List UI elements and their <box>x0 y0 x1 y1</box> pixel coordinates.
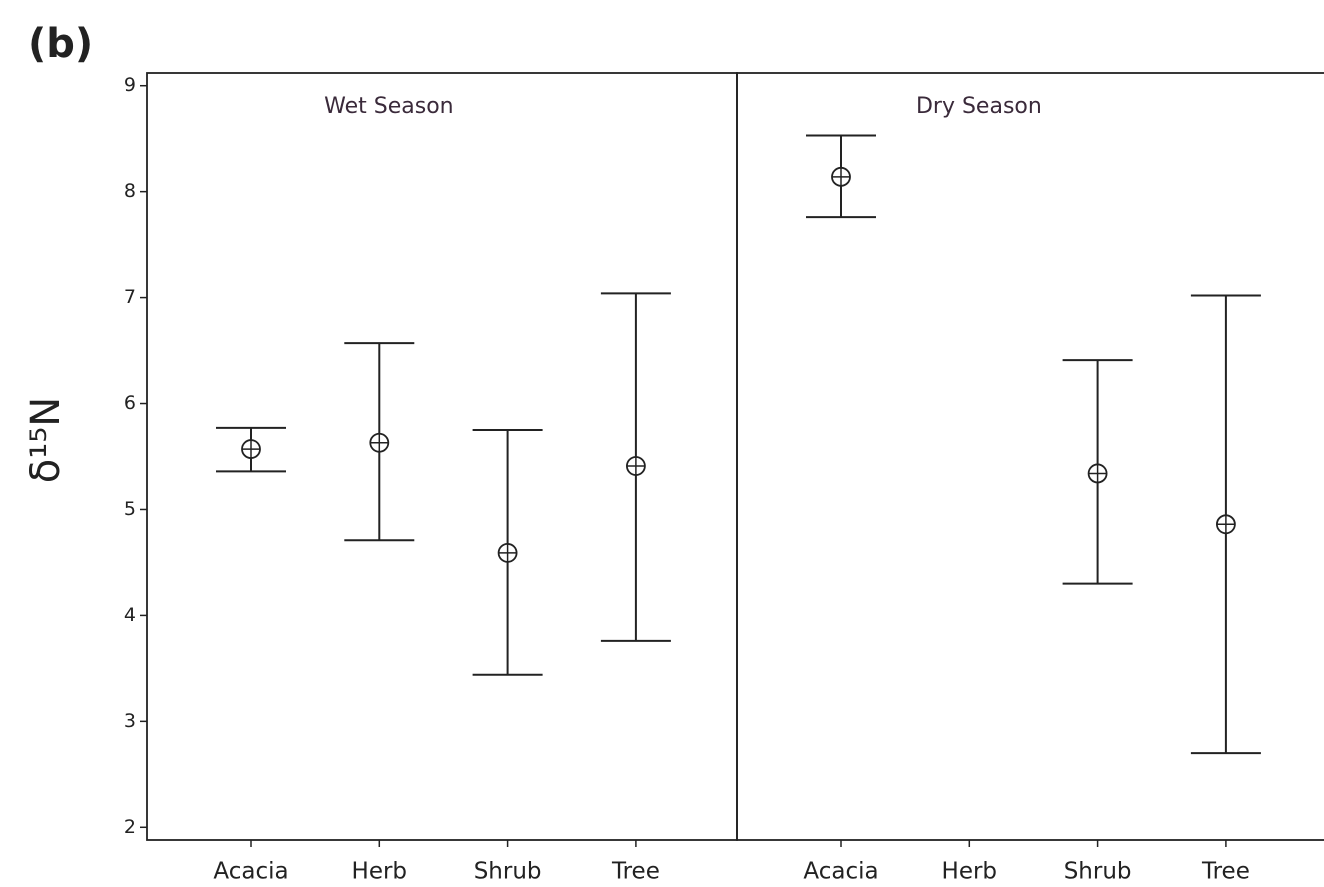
panel-title: Dry Season <box>916 94 1042 119</box>
y-axis-label: δ¹⁵N <box>23 397 69 483</box>
x-tick-label: Tree <box>1201 859 1250 885</box>
x-tick-label: Herb <box>942 859 998 885</box>
panel-title: Wet Season <box>324 94 453 119</box>
x-tick-label: Shrub <box>1064 859 1132 885</box>
x-tick-label: Acacia <box>803 859 878 885</box>
x-tick-label: Herb <box>352 859 408 885</box>
y-tick-label: 9 <box>124 74 136 96</box>
y-tick-label: 8 <box>124 180 136 202</box>
panel-frame <box>146 72 738 841</box>
y-tick-label: 6 <box>124 392 136 414</box>
x-tick-label: Shrub <box>474 859 542 885</box>
y-tick-label: 7 <box>124 286 136 308</box>
y-tick-label: 5 <box>124 498 136 520</box>
x-tick-label: Acacia <box>213 859 288 885</box>
x-tick-label: Tree <box>611 859 660 885</box>
y-tick-label: 3 <box>124 710 136 732</box>
y-tick-label: 2 <box>124 816 136 838</box>
panel-frame <box>736 72 1324 841</box>
chart-title: (b) <box>28 21 93 67</box>
y-tick-label: 4 <box>124 604 136 626</box>
